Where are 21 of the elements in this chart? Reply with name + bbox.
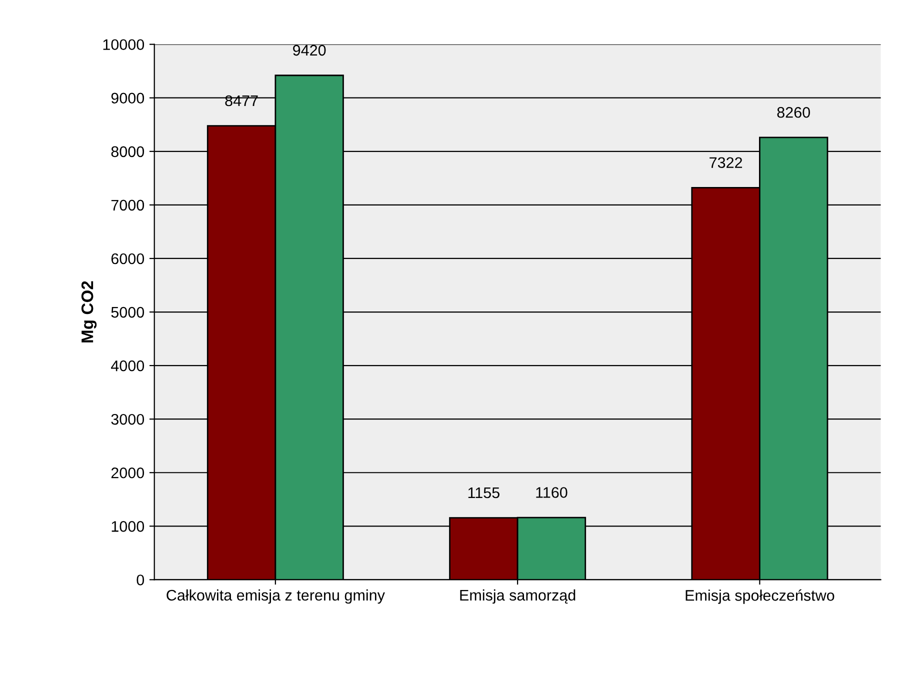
y-tick-label: 0 bbox=[136, 574, 144, 586]
data-label: 7322 bbox=[710, 157, 742, 168]
y-tick-label: 2000 bbox=[111, 467, 144, 478]
y-tick-label: 9000 bbox=[111, 92, 144, 104]
data-label: 8477 bbox=[225, 95, 258, 106]
y-tick-label: 5000 bbox=[111, 306, 144, 318]
y-axis-title: Mg CO2 bbox=[81, 281, 97, 342]
y-tick-label: 6000 bbox=[111, 253, 144, 264]
y-tick-label: 10000 bbox=[103, 39, 144, 50]
x-tick-label: Emisja społeczeństwo bbox=[686, 589, 834, 604]
y-tick-label: 4000 bbox=[111, 360, 144, 372]
data-label: 1155 bbox=[468, 488, 500, 498]
y-tick-label: 1000 bbox=[112, 521, 144, 532]
y-tick-label: 8000 bbox=[111, 146, 144, 158]
x-tick-label: Emisja samorząd bbox=[460, 589, 576, 604]
data-label: 8260 bbox=[777, 106, 810, 118]
y-tick-label: 3000 bbox=[111, 414, 144, 425]
y-tick-label: 7000 bbox=[111, 200, 144, 211]
data-label: 9420 bbox=[293, 44, 326, 56]
x-tick-label: Całkowita emisja z terenu gminy bbox=[166, 589, 385, 604]
data-label: 1160 bbox=[536, 487, 568, 498]
